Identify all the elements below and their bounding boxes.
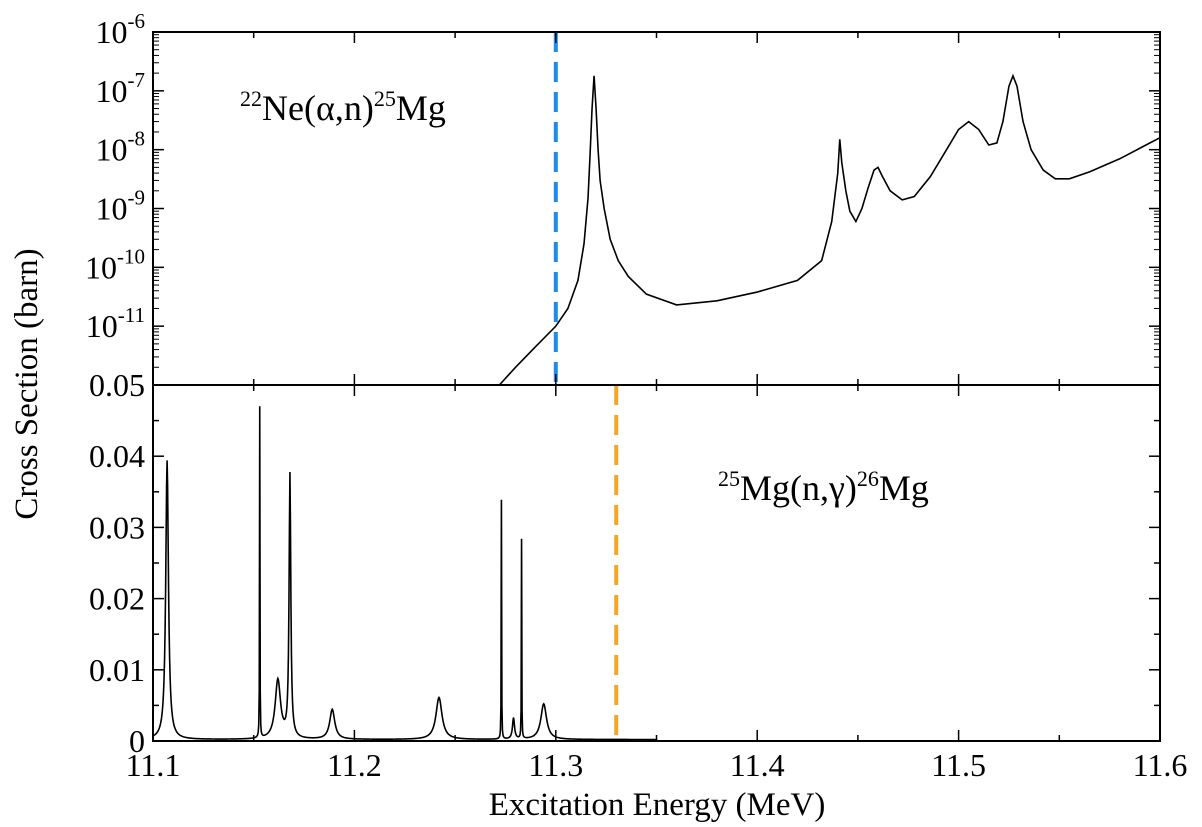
bottom-panel: 0 0.01 0.02 0.03 0.04 0.05 11.1 11.2 11.3 11.4 11.… <box>89 367 1187 783</box>
top-y-tick-label: 10-7 <box>96 68 146 109</box>
top-reaction-label: 22Ne(α,n)25Mg <box>240 86 446 128</box>
bottom-y-tick-label: 0.05 <box>89 367 145 403</box>
bottom-series-line <box>152 406 1160 742</box>
top-y-tick-label: 10-10 <box>85 244 145 285</box>
bottom-y-tick-label: 0.02 <box>89 581 145 617</box>
x-tick-label: 11.6 <box>1133 747 1188 783</box>
top-series-line <box>498 73 1161 386</box>
top-panel: 10-6 10-7 10-8 10-9 10-10 10-11 <box>85 9 1161 386</box>
top-y-tick-label: 10-6 <box>96 9 146 50</box>
top-y-tick-label: 10-11 <box>86 303 145 344</box>
y-axis-title: Cross Section (barn) <box>9 248 45 519</box>
top-y-tick-label: 10-9 <box>96 186 146 227</box>
bottom-y-tick-label: 0.03 <box>89 509 145 545</box>
top-y-tick-label: 10-8 <box>96 127 146 168</box>
x-tick-label: 11.5 <box>931 747 986 783</box>
x-tick-label: 11.3 <box>528 747 583 783</box>
bottom-y-tick-label: 0.04 <box>89 438 145 474</box>
bottom-y-tick-label: 0.01 <box>89 652 145 688</box>
x-tick-label: 11.2 <box>327 747 382 783</box>
bottom-y-tick-label: 0 <box>129 723 145 759</box>
x-tick-label: 11.4 <box>730 747 785 783</box>
bottom-panel-frame <box>152 384 1161 742</box>
x-tick-label: 11.1 <box>126 747 181 783</box>
x-axis-title: Excitation Energy (MeV) <box>489 787 826 823</box>
bottom-reaction-label: 25Mg(n,γ)26Mg <box>718 466 929 508</box>
